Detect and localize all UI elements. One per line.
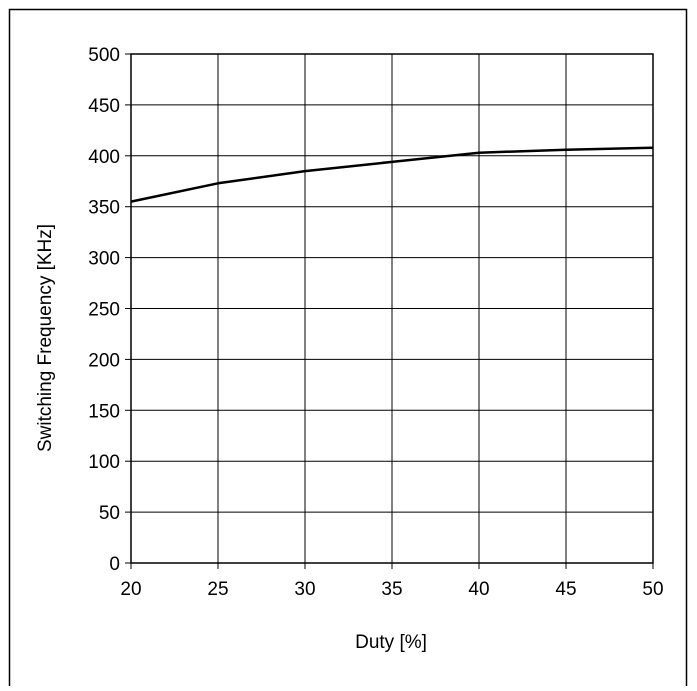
series-layer bbox=[130, 146, 654, 203]
x-axis-ticks: 20 25 30 35 40 45 50 bbox=[120, 563, 664, 600]
y-axis-ticks: 0 50 100 150 200 250 300 350 400 450 500 bbox=[88, 45, 131, 575]
y-tick-label: 150 bbox=[88, 401, 120, 422]
y-tick-label: 250 bbox=[88, 300, 120, 321]
x-tick-label: 20 bbox=[120, 579, 141, 600]
x-tick-label: 45 bbox=[555, 579, 576, 600]
y-tick-label: 300 bbox=[88, 249, 120, 270]
y-tick-label: 100 bbox=[88, 452, 120, 473]
y-tick-label: 50 bbox=[99, 503, 120, 524]
outer-border bbox=[8, 8, 688, 691]
y-tick-label: 450 bbox=[88, 96, 120, 117]
x-tick-label: 40 bbox=[468, 579, 489, 600]
x-axis-label: Duty [%] bbox=[355, 632, 427, 653]
y-tick-label: 200 bbox=[88, 350, 120, 371]
x-tick-label: 35 bbox=[381, 579, 402, 600]
x-tick-label: 25 bbox=[207, 579, 228, 600]
y-axis-label: Switching Frequency [KHz] bbox=[35, 224, 56, 452]
y-tick-label: 350 bbox=[88, 198, 120, 219]
y-tick-label: 500 bbox=[88, 45, 120, 66]
y-tick-label: 400 bbox=[88, 147, 120, 168]
x-tick-label: 50 bbox=[642, 579, 663, 600]
y-tick-label: 0 bbox=[109, 554, 120, 575]
grid-lines bbox=[130, 53, 654, 564]
series-line bbox=[130, 146, 654, 203]
x-tick-label: 30 bbox=[294, 579, 315, 600]
